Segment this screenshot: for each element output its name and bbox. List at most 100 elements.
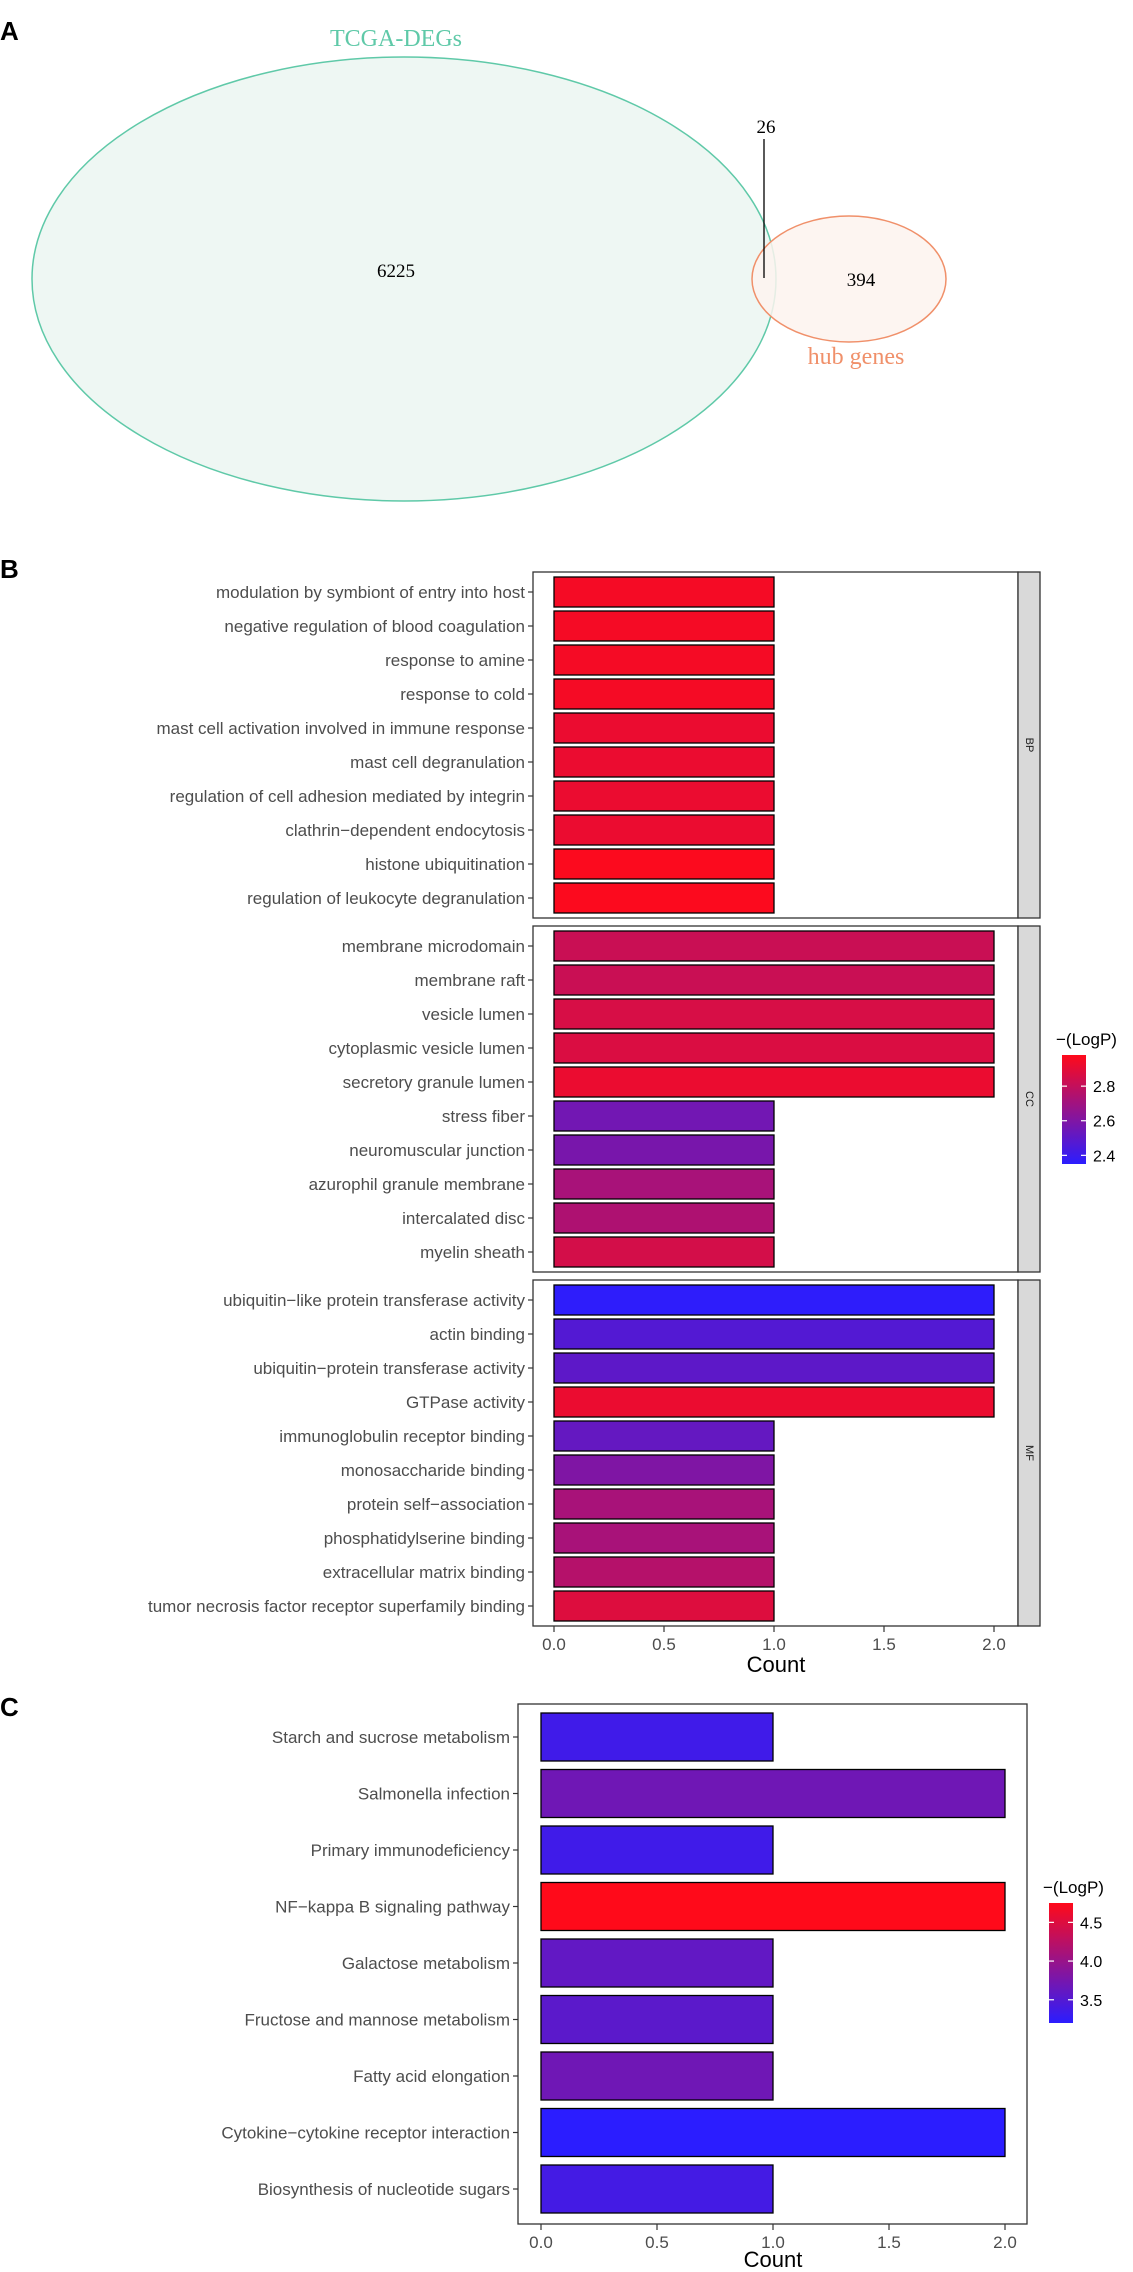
x-tick-label: 0.0: [542, 1635, 566, 1654]
bar: [553, 780, 775, 812]
bar: [553, 1134, 775, 1166]
bar: [553, 930, 995, 962]
bar-label: clathrin−dependent endocytosis: [285, 821, 525, 840]
bar: [553, 1488, 775, 1520]
bar-label: NF−kappa B signaling pathway: [275, 1898, 510, 1917]
bar: [553, 1168, 775, 1200]
facet-strip-label: BP: [1023, 738, 1035, 753]
bar: [540, 1881, 1006, 1932]
bar: [540, 2107, 1006, 2158]
bar: [553, 1420, 775, 1452]
facet-strip-mf: [1017, 1279, 1041, 1627]
legend-tick-label: 4.0: [1080, 1954, 1102, 1971]
bar: [553, 1066, 995, 1098]
bar-label: histone ubiquitination: [365, 855, 525, 874]
x-tick-label: 1.0: [761, 2233, 785, 2252]
bar-label: ubiquitin−protein transferase activity: [253, 1359, 525, 1378]
x-tick-label: 0.5: [645, 2233, 669, 2252]
bar: [540, 1994, 774, 2045]
legend-color-bar: [1049, 1903, 1073, 2023]
legend-title: −(LogP): [1056, 1030, 1117, 1049]
bar-label: GTPase activity: [406, 1393, 526, 1412]
bar: [553, 1100, 775, 1132]
x-axis-title: Count: [744, 2247, 803, 2272]
legend-tick-label: 3.5: [1080, 1993, 1102, 2010]
bar-label: Galactose metabolism: [342, 1954, 510, 1973]
bar: [553, 1556, 775, 1588]
bar: [553, 1386, 995, 1418]
bar-label: protein self−association: [347, 1495, 525, 1514]
bar-label: cytoplasmic vesicle lumen: [328, 1039, 525, 1058]
bar: [553, 848, 775, 880]
bar: [553, 998, 995, 1030]
bar-label: azurophil granule membrane: [309, 1175, 525, 1194]
bar-label: monosaccharide binding: [341, 1461, 525, 1480]
bar: [540, 2164, 774, 2214]
x-axis-title: Count: [747, 1652, 806, 1677]
legend-title: −(LogP): [1043, 1878, 1104, 1897]
bar: [553, 1522, 775, 1554]
panel-label-a: A: [0, 16, 19, 46]
tcga-only-count: 6225: [377, 261, 415, 282]
bar-label: myelin sheath: [420, 1243, 525, 1262]
legend-tick-label: 2.6: [1093, 1114, 1115, 1131]
bar: [540, 1938, 774, 1988]
bar: [553, 1236, 775, 1268]
bar-label: response to cold: [400, 685, 525, 704]
bar: [553, 882, 775, 914]
overlap-count: 26: [757, 117, 776, 138]
bar: [553, 814, 775, 846]
bar-label: response to amine: [385, 651, 525, 670]
bar: [553, 1032, 995, 1064]
bar-label: Fructose and mannose metabolism: [244, 2011, 510, 2030]
bar-label: mast cell activation involved in immune …: [156, 719, 525, 738]
x-tick-label: 2.0: [982, 1635, 1006, 1654]
bar-label: Fatty acid elongation: [353, 2067, 510, 2086]
bar: [540, 1768, 1006, 1819]
bar-label: membrane raft: [414, 971, 525, 990]
bar-label: Salmonella infection: [358, 1785, 510, 1804]
bar: [553, 1454, 775, 1486]
facet-strip-cc: [1017, 925, 1041, 1273]
bar-label: regulation of cell adhesion mediated by …: [170, 787, 525, 806]
bar: [553, 1352, 995, 1384]
venn-diagram: A TCGA-DEGs hub genes 6225 394 26: [0, 16, 947, 502]
bar: [540, 1712, 774, 1762]
x-tick-label: 1.5: [877, 2233, 901, 2252]
x-tick-label: 0.0: [529, 2233, 553, 2252]
bar-label: vesicle lumen: [422, 1005, 525, 1024]
bar-label: stress fiber: [442, 1107, 525, 1126]
legend-tick-label: 2.4: [1093, 1148, 1115, 1165]
bar-label: tumor necrosis factor receptor superfami…: [148, 1597, 525, 1616]
bar-label: Cytokine−cytokine receptor interaction: [221, 2124, 510, 2143]
bar: [553, 644, 775, 676]
bar-label: immunoglobulin receptor binding: [279, 1427, 525, 1446]
bar: [553, 610, 775, 642]
bar-label: negative regulation of blood coagulation: [224, 617, 525, 636]
legend-tick-label: 4.5: [1080, 1915, 1102, 1932]
facet-strip-label: CC: [1023, 1091, 1035, 1107]
bar: [540, 2051, 774, 2101]
bar-label: regulation of leukocyte degranulation: [247, 889, 525, 908]
bar-label: Biosynthesis of nucleotide sugars: [258, 2180, 510, 2199]
bar-label: phosphatidylserine binding: [324, 1529, 525, 1548]
bar-label: membrane microdomain: [342, 937, 525, 956]
bar: [553, 576, 775, 608]
x-tick-label: 1.5: [872, 1635, 896, 1654]
legend-tick-label: 2.8: [1093, 1079, 1115, 1096]
panel-label-b: B: [0, 554, 19, 584]
bar-label: intercalated disc: [402, 1209, 525, 1228]
kegg-enrichment-chart: C Starch and sucrose metabolism Salmonell…: [0, 1692, 1104, 2272]
bar-label: neuromuscular junction: [349, 1141, 525, 1160]
bar: [553, 1590, 775, 1622]
bar: [553, 1318, 995, 1350]
bar-label: mast cell degranulation: [350, 753, 525, 772]
bar: [553, 746, 775, 778]
bar: [553, 678, 775, 710]
hub-only-count: 394: [847, 270, 876, 291]
x-tick-label: 0.5: [652, 1635, 676, 1654]
x-tick-label: 2.0: [993, 2233, 1017, 2252]
bar-label: extracellular matrix binding: [323, 1563, 525, 1582]
bar: [553, 964, 995, 996]
